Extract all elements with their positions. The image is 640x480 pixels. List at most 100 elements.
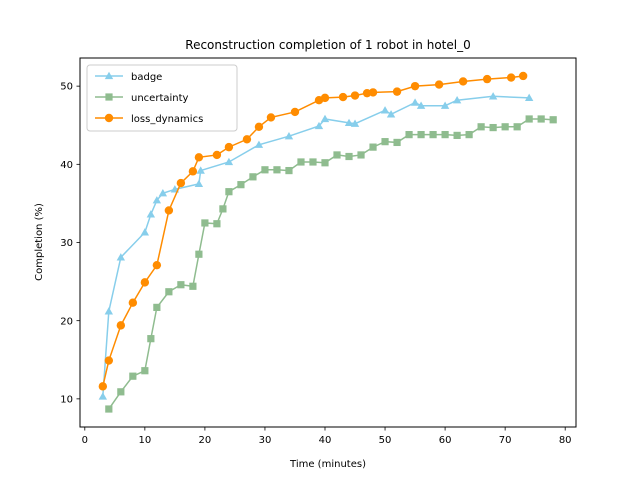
data-point-uncertainty <box>477 123 485 131</box>
data-point-uncertainty <box>105 405 113 413</box>
data-point-loss_dynamics <box>254 122 264 131</box>
data-point-badge <box>380 106 390 114</box>
data-point-uncertainty <box>333 151 341 159</box>
data-point-loss_dynamics <box>176 178 186 188</box>
data-point-badge <box>416 101 426 109</box>
data-point-loss_dynamics <box>98 382 108 391</box>
data-point-loss_dynamics <box>482 74 492 84</box>
data-point-uncertainty <box>141 367 149 375</box>
data-point-uncertainty <box>549 116 557 124</box>
data-point-badge <box>320 114 330 123</box>
data-point-loss_dynamics <box>290 107 300 117</box>
data-point-badge <box>344 118 354 127</box>
data-point-uncertainty <box>441 131 449 139</box>
data-point-uncertainty <box>129 372 137 380</box>
x-tick-label: 60 <box>439 435 452 446</box>
data-point-badge <box>254 140 264 148</box>
data-point-uncertainty <box>201 219 209 227</box>
data-point-uncertainty <box>285 166 293 175</box>
legend-marker-uncertainty <box>105 93 113 101</box>
legend-item-loss_dynamics: loss_dynamics <box>95 113 203 125</box>
x-tick-label: 10 <box>138 435 151 446</box>
data-point-loss_dynamics <box>194 153 204 162</box>
data-point-uncertainty <box>369 143 377 151</box>
data-point-uncertainty <box>537 115 545 123</box>
data-point-loss_dynamics <box>338 92 348 102</box>
data-point-loss_dynamics <box>152 260 162 270</box>
x-tick-label: 50 <box>379 435 392 446</box>
data-point-uncertainty <box>525 115 533 123</box>
data-point-uncertainty <box>153 303 161 311</box>
data-point-badge <box>440 101 450 109</box>
data-point-loss_dynamics <box>350 91 360 100</box>
x-tick-label: 30 <box>259 435 272 446</box>
data-point-uncertainty <box>345 152 353 161</box>
data-point-badge <box>410 98 420 106</box>
data-point-badge <box>194 179 204 188</box>
data-point-uncertainty <box>501 123 509 131</box>
data-point-uncertainty <box>219 205 227 213</box>
data-point-uncertainty <box>465 131 473 139</box>
data-point-uncertainty <box>309 158 317 166</box>
legend-label-loss_dynamics: loss_dynamics <box>131 114 203 125</box>
x-tick-label: 80 <box>559 435 572 446</box>
data-point-badge <box>350 119 360 127</box>
data-point-badge <box>116 253 126 261</box>
series-badge <box>98 92 534 400</box>
data-point-uncertainty <box>489 123 497 132</box>
y-tick-label: 50 <box>60 82 73 93</box>
legend-label-badge: badge <box>131 72 162 83</box>
data-point-loss_dynamics <box>104 356 114 365</box>
legend-item-badge: badge <box>95 71 162 83</box>
data-point-loss_dynamics <box>368 88 378 97</box>
data-point-uncertainty <box>405 131 413 139</box>
y-tick-label: 40 <box>60 160 73 171</box>
legend-label-uncertainty: uncertainty <box>131 93 189 104</box>
legend-box <box>86 64 238 132</box>
series-uncertainty <box>105 115 557 413</box>
data-point-badge <box>314 121 324 130</box>
x-tick-label: 0 <box>82 435 88 446</box>
data-point-loss_dynamics <box>266 113 276 122</box>
data-point-badge <box>284 131 294 140</box>
data-point-uncertainty <box>177 281 185 289</box>
data-point-uncertainty <box>513 123 521 131</box>
data-point-loss_dynamics <box>164 206 174 215</box>
data-point-uncertainty <box>189 282 197 290</box>
data-point-loss_dynamics <box>128 298 138 307</box>
data-point-uncertainty <box>357 151 365 159</box>
data-point-badge <box>158 189 168 197</box>
data-point-badge <box>196 166 205 174</box>
data-point-uncertainty <box>261 166 269 174</box>
data-point-uncertainty <box>225 188 233 196</box>
data-point-uncertainty <box>393 138 401 147</box>
data-point-badge <box>452 96 462 104</box>
data-point-uncertainty <box>429 131 437 139</box>
data-point-uncertainty <box>213 220 221 228</box>
data-point-uncertainty <box>453 131 461 139</box>
data-point-loss_dynamics <box>212 150 222 160</box>
legend-marker-badge <box>104 71 114 80</box>
data-point-loss_dynamics <box>188 167 198 176</box>
data-point-badge <box>104 307 114 315</box>
data-point-badge <box>146 210 156 218</box>
data-point-uncertainty <box>297 158 305 166</box>
x-tick-label: 20 <box>199 435 212 446</box>
data-point-loss_dynamics <box>116 321 126 330</box>
data-point-uncertainty <box>165 288 173 296</box>
y-tick-label: 20 <box>60 316 73 327</box>
data-point-uncertainty <box>147 335 155 343</box>
data-point-loss_dynamics <box>518 71 528 81</box>
data-point-badge <box>152 196 162 204</box>
data-point-loss_dynamics <box>458 77 468 86</box>
data-point-badge <box>524 93 534 102</box>
data-point-loss_dynamics <box>224 142 234 152</box>
data-point-badge <box>488 92 498 100</box>
legend: badge uncertainty loss_dynamics <box>86 64 238 132</box>
data-point-loss_dynamics <box>506 73 516 82</box>
series-loss_dynamics <box>98 71 528 391</box>
data-point-uncertainty <box>195 250 203 258</box>
data-point-uncertainty <box>381 138 389 146</box>
y-axis-label: Completion (%) <box>34 203 45 281</box>
